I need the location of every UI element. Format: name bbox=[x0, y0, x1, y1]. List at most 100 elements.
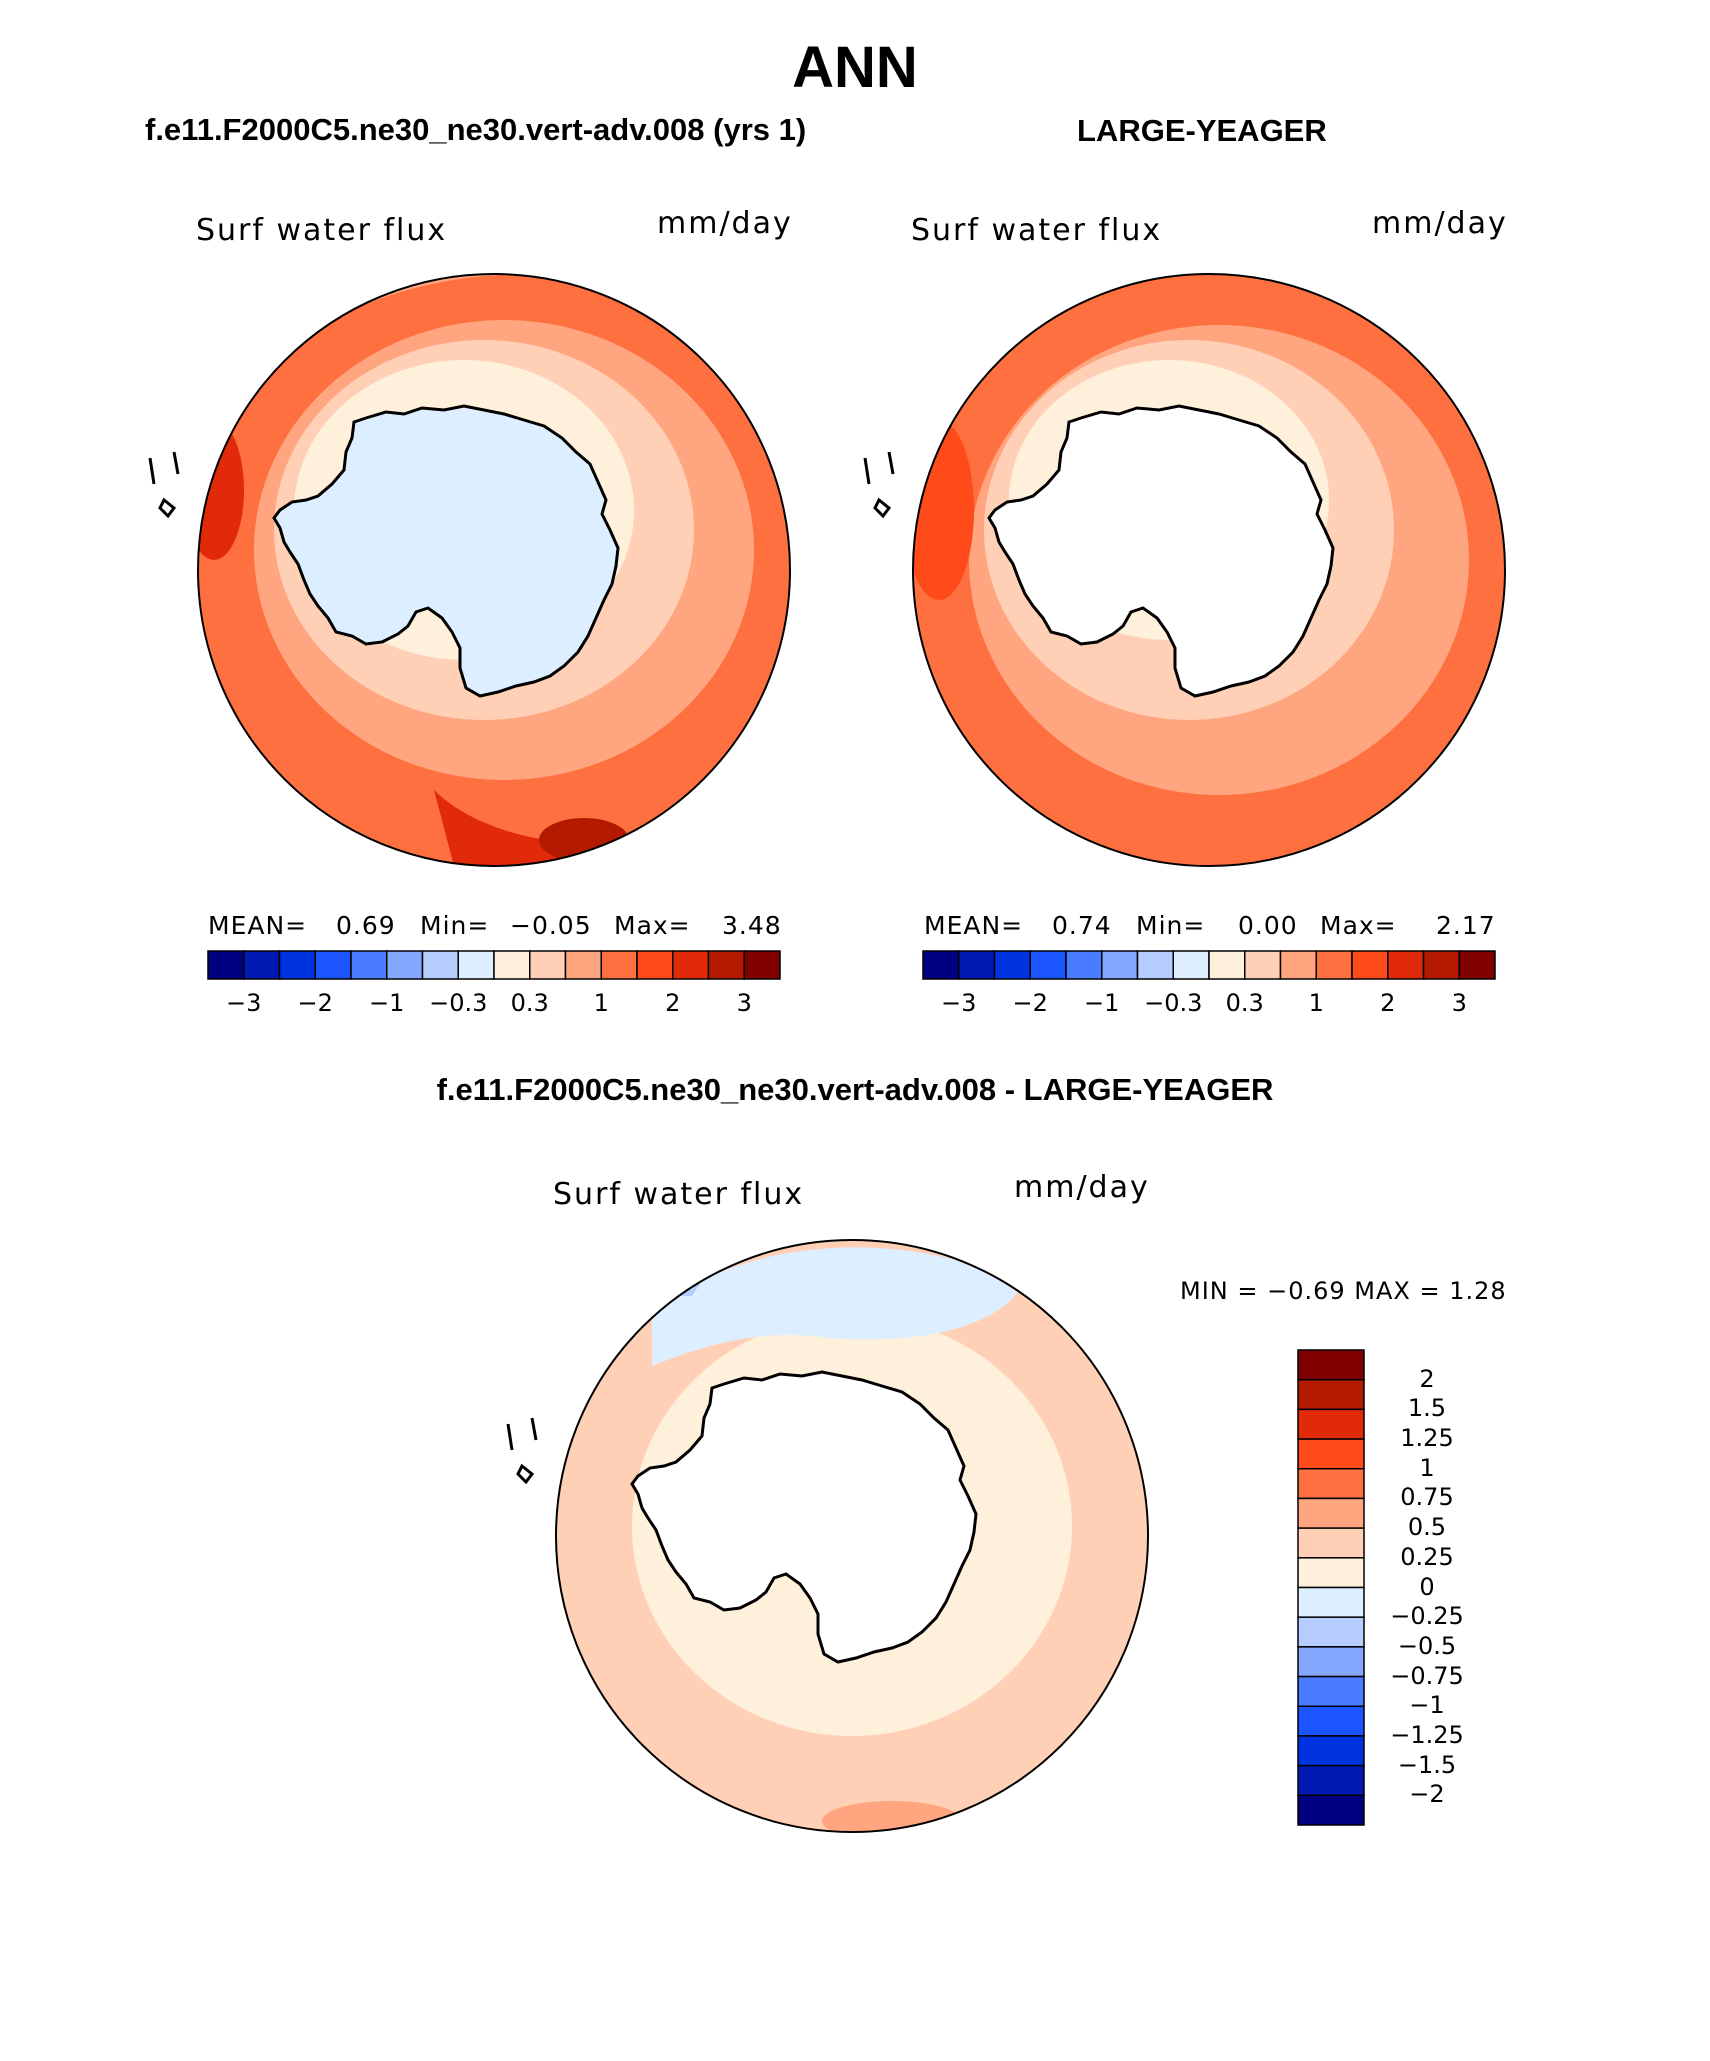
panel1-mean-label: MEAN= bbox=[208, 911, 308, 940]
difference-colorbar-box-15 bbox=[1297, 1794, 1365, 1826]
panel2-colorbar-tick-label: 0.3 bbox=[1225, 989, 1264, 1017]
panel2-colorbar-box-4 bbox=[1065, 950, 1103, 980]
difference-colorbar-box-1 bbox=[1297, 1378, 1365, 1411]
difference-colorbar-tick-label: 1 bbox=[1419, 1453, 1435, 1482]
panel2-colorbar-box-2 bbox=[993, 950, 1031, 980]
panel1-colorbar-box-8 bbox=[493, 950, 531, 980]
difference-title: f.e11.F2000C5.ne30_ne30.vert-adv.008 - L… bbox=[436, 1072, 1274, 1107]
panel1-case-title: f.e11.F2000C5.ne30_ne30.vert-adv.008 (yr… bbox=[145, 112, 807, 147]
panel1-colorbar-box-3 bbox=[314, 950, 352, 980]
panel2-colorbar-tick-label: −2 bbox=[1012, 989, 1048, 1017]
panel2-colorbar-box-11 bbox=[1315, 950, 1353, 980]
difference-colorbar-box-3 bbox=[1297, 1438, 1365, 1470]
panel2-map-border bbox=[912, 273, 1506, 867]
panel1-mean-value: 0.69 bbox=[336, 911, 396, 940]
difference-colorbar-tick-label: −1.5 bbox=[1397, 1750, 1457, 1779]
panel1-map bbox=[148, 273, 791, 867]
difference-colorbar-box-0 bbox=[1297, 1349, 1365, 1381]
panel1-colorbar-box-0 bbox=[207, 950, 245, 980]
panel1-colorbar-box-9 bbox=[529, 950, 567, 980]
panel2-colorbar-tick-label: 3 bbox=[1451, 989, 1467, 1017]
difference-colorbar-tick-label: 0.25 bbox=[1400, 1542, 1454, 1571]
panel1-colorbar-tick-label: 2 bbox=[665, 989, 681, 1017]
difference-variable-label: Surf water flux bbox=[553, 1177, 805, 1212]
panel2-map bbox=[863, 273, 1506, 867]
difference-colorbar-box-4 bbox=[1297, 1468, 1365, 1500]
difference-colorbar-box-2 bbox=[1297, 1408, 1365, 1440]
panel2-colorbar-box-3 bbox=[1029, 950, 1067, 980]
panel1-colorbar-box-15 bbox=[743, 950, 781, 980]
difference-colorbar-tick-label: 1.25 bbox=[1400, 1424, 1454, 1453]
figure-title: ANN bbox=[792, 35, 918, 100]
panel2-min-value: 0.00 bbox=[1238, 911, 1298, 940]
panel1-colorbar-tick-label: −0.3 bbox=[429, 989, 488, 1017]
panel1-colorbar-box-2 bbox=[278, 950, 316, 980]
difference-colorbar-box-7 bbox=[1297, 1557, 1365, 1589]
panel1-colorbar-box-7 bbox=[457, 950, 495, 980]
panel1-colorbar-box-5 bbox=[386, 950, 424, 980]
difference-colorbar-box-9 bbox=[1297, 1616, 1365, 1648]
panel1-units-label: mm/day bbox=[657, 206, 793, 241]
panel1-colorbar-tick-label: 1 bbox=[593, 989, 609, 1017]
panel1-colorbar-tick-label: −2 bbox=[297, 989, 333, 1017]
panel2-max-value: 2.17 bbox=[1436, 911, 1496, 940]
difference-colorbar-tick-label: −1 bbox=[1409, 1691, 1445, 1720]
difference-colorbar-tick-label: −1.25 bbox=[1390, 1720, 1464, 1749]
panel2-mean-label: MEAN= bbox=[924, 911, 1024, 940]
panel2-max-label: Max= bbox=[1320, 911, 1397, 940]
difference-colorbar-box-5 bbox=[1297, 1497, 1365, 1529]
panel1-colorbar-tick-label: 0.3 bbox=[510, 989, 549, 1017]
panel1-colorbar-box-12 bbox=[636, 950, 674, 980]
panel2-colorbar-tick-label: −1 bbox=[1084, 989, 1120, 1017]
panel1-colorbar-box-10 bbox=[564, 950, 602, 980]
difference-units-label: mm/day bbox=[1014, 1170, 1150, 1205]
panel1-max-label: Max= bbox=[614, 911, 691, 940]
panel1-colorbar-box-1 bbox=[243, 950, 281, 980]
difference-colorbar-tick-label: 0.75 bbox=[1400, 1483, 1454, 1512]
difference-min-max: MIN = −0.69 MAX = 1.28 bbox=[1180, 1277, 1507, 1305]
panel1-colorbar-tick-label: 3 bbox=[736, 989, 752, 1017]
difference-map-border bbox=[555, 1239, 1149, 1833]
panel1-colorbar bbox=[207, 950, 781, 980]
panel2-colorbar-box-1 bbox=[958, 950, 996, 980]
difference-colorbar-box-13 bbox=[1297, 1735, 1365, 1767]
panel1-colorbar-tick-label: −1 bbox=[369, 989, 405, 1017]
panel2-colorbar-tick-label: 1 bbox=[1308, 989, 1324, 1017]
panel1-map-border bbox=[197, 273, 791, 867]
panel1-min-value: −0.05 bbox=[510, 911, 592, 940]
difference-colorbar-box-14 bbox=[1297, 1764, 1365, 1797]
difference-colorbar-tick-label: 1.5 bbox=[1407, 1394, 1447, 1423]
difference-colorbar-tick-label: 2 bbox=[1419, 1364, 1435, 1393]
panel2-mean-value: 0.74 bbox=[1052, 911, 1112, 940]
panel2-colorbar-tick-label: −0.3 bbox=[1144, 989, 1203, 1017]
panel1-max-value: 3.48 bbox=[722, 911, 782, 940]
panel2-colorbar-tick-label: 2 bbox=[1380, 989, 1396, 1017]
panel2-min-label: Min= bbox=[1136, 911, 1206, 940]
panel2-variable-label: Surf water flux bbox=[911, 213, 1163, 248]
difference-colorbar bbox=[1297, 1349, 1365, 1826]
difference-colorbar-box-10 bbox=[1297, 1646, 1365, 1678]
panel2-colorbar-tick-label: −3 bbox=[941, 989, 977, 1017]
difference-colorbar-box-6 bbox=[1297, 1527, 1365, 1559]
panel2-case-title: LARGE-YEAGER bbox=[1077, 113, 1327, 148]
difference-negative-region bbox=[652, 1247, 1022, 1366]
difference-map bbox=[506, 1239, 1149, 1833]
difference-colorbar-tick-label: −0.5 bbox=[1397, 1631, 1457, 1660]
panel2-colorbar-box-15 bbox=[1458, 950, 1496, 980]
panel2-colorbar-box-12 bbox=[1351, 950, 1389, 980]
panel1-colorbar-tick-label: −3 bbox=[226, 989, 262, 1017]
panel2-units-label: mm/day bbox=[1372, 206, 1508, 241]
panel1-colorbar-box-6 bbox=[421, 950, 459, 980]
panel1-min-label: Min= bbox=[420, 911, 490, 940]
difference-colorbar-tick-label: −0.75 bbox=[1390, 1661, 1464, 1690]
panel1-variable-label: Surf water flux bbox=[196, 213, 448, 248]
difference-colorbar-tick-label: −0.25 bbox=[1390, 1602, 1464, 1631]
panel1-colorbar-box-4 bbox=[350, 950, 388, 980]
panel1-colorbar-box-14 bbox=[707, 950, 745, 980]
panel1-colorbar-box-11 bbox=[600, 950, 638, 980]
panel2-colorbar-box-14 bbox=[1422, 950, 1460, 980]
difference-colorbar-tick-label: −2 bbox=[1409, 1780, 1445, 1809]
panel2-colorbar-box-13 bbox=[1387, 950, 1425, 980]
panel1-colorbar-box-13 bbox=[672, 950, 710, 980]
